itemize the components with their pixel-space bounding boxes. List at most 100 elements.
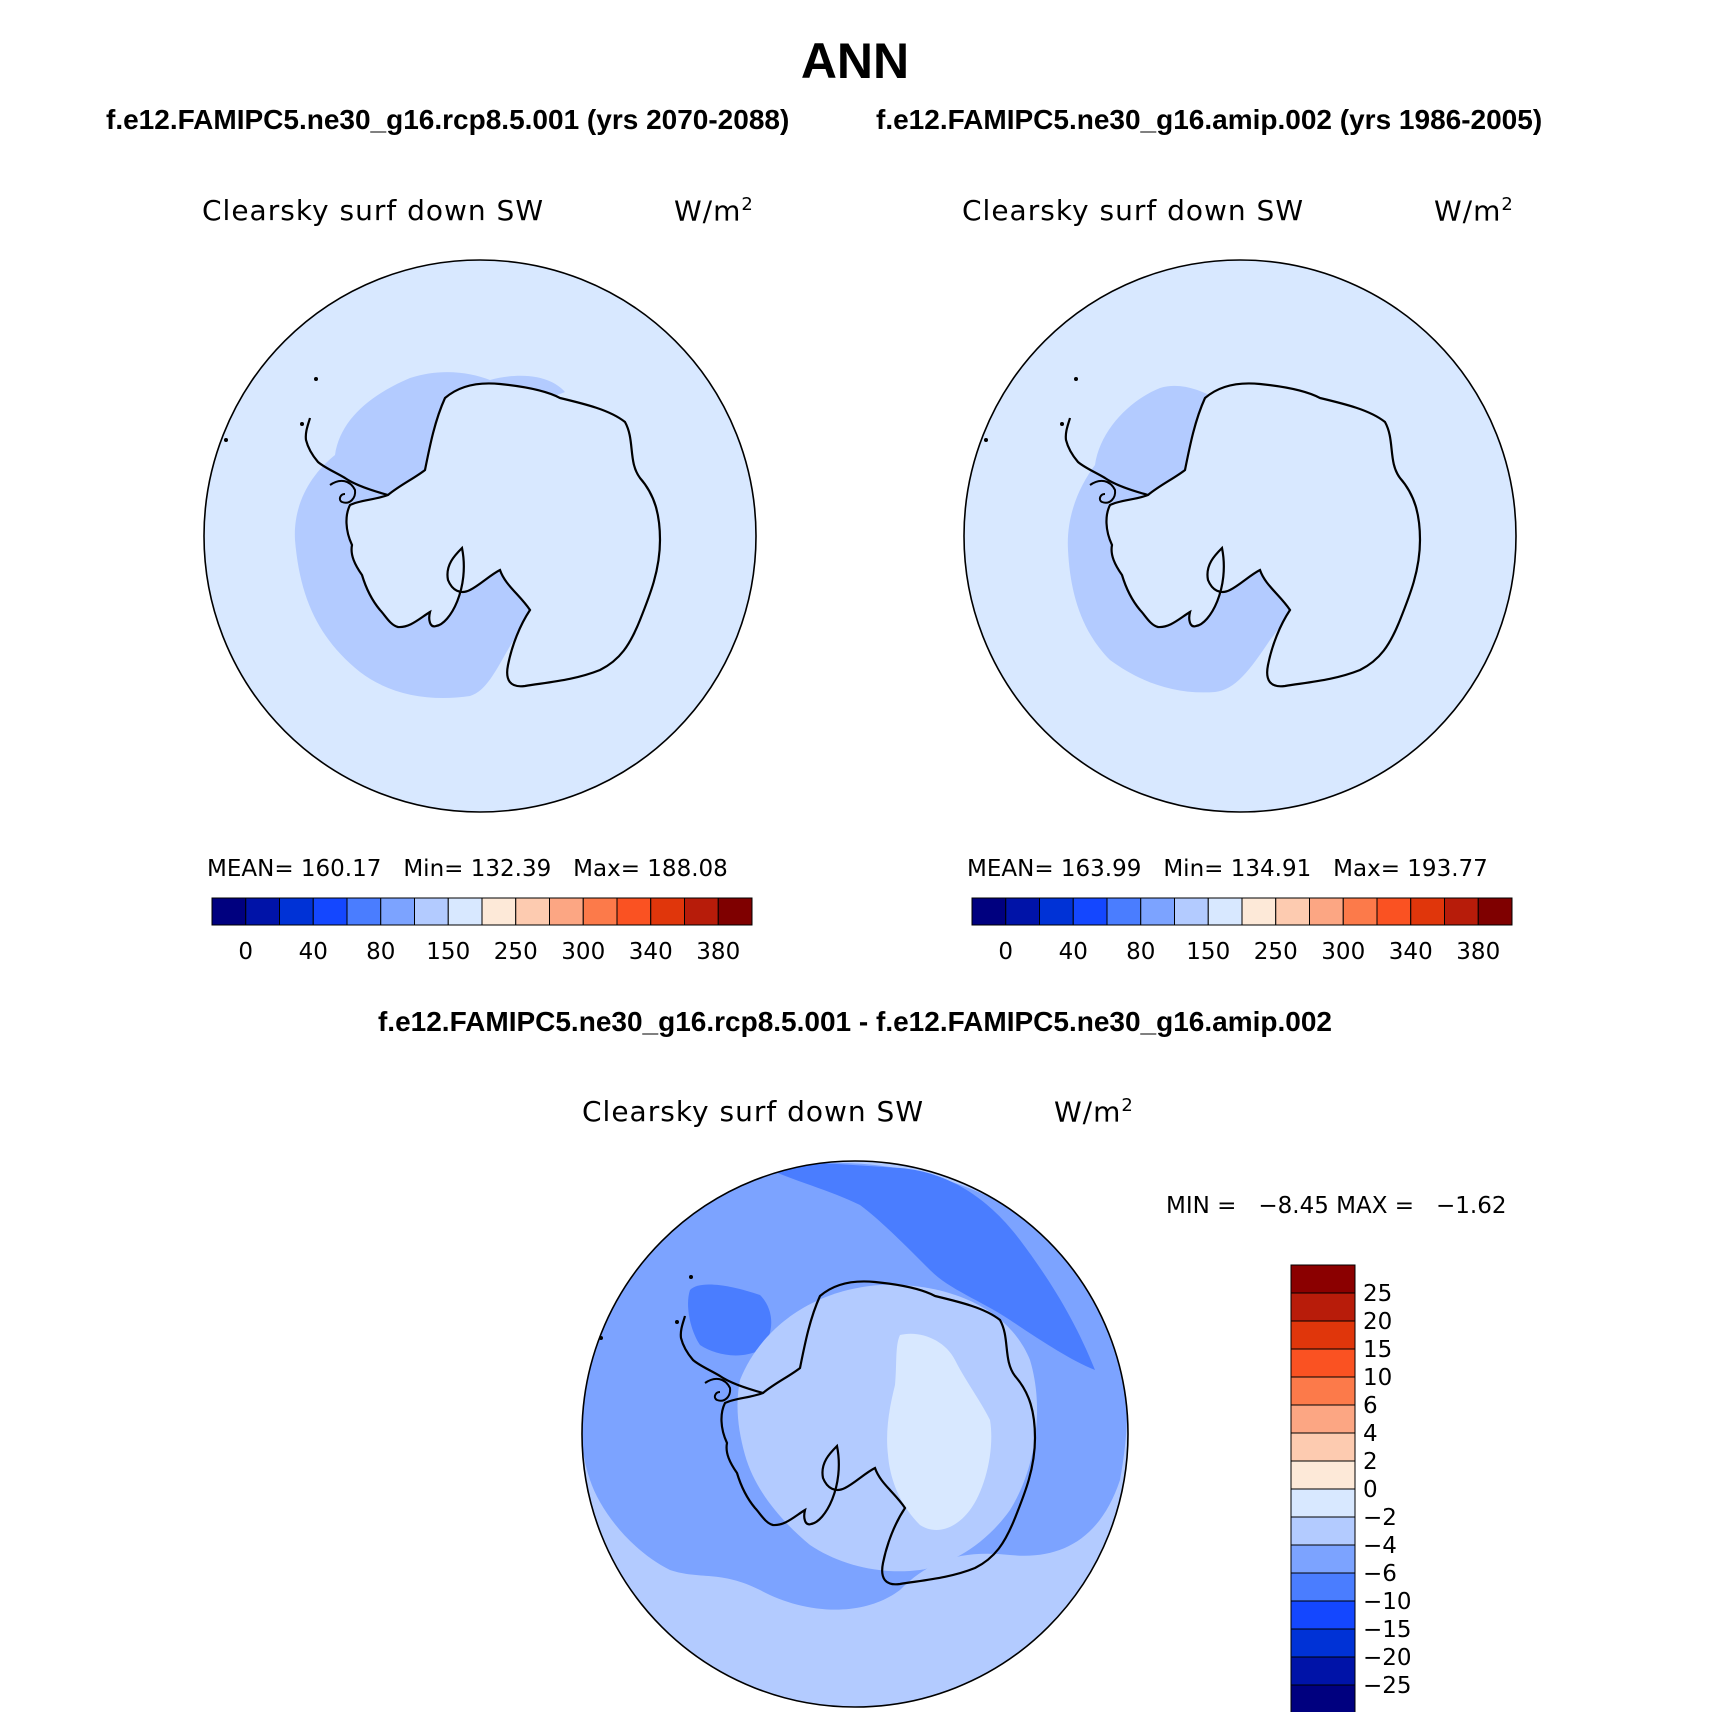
panel-2-ice-shelf [1089, 479, 1117, 504]
panel-1-colorbar-tick-label: 250 [494, 939, 538, 965]
panel-1-colorbar-tick-label: 380 [696, 939, 740, 965]
difference-map [581, 1160, 1129, 1708]
panel-1-colorbar-swatch [312, 897, 348, 926]
difference-ice-shelf [704, 1377, 732, 1402]
difference-stats: MIN = −8.45 MAX = −1.62 [1166, 1193, 1507, 1219]
difference-colorbar-tick-label: 20 [1363, 1309, 1392, 1335]
panel-1-colorbar-swatch [447, 897, 483, 926]
difference-colorbar-swatch [1290, 1628, 1356, 1658]
panel-2-colorbar-tick-label: 150 [1186, 939, 1230, 965]
panel-1-colorbar: 0 40 80 150 250 300 340 380 [211, 897, 753, 965]
difference-colorbar-swatch [1290, 1432, 1356, 1462]
panel-1-stats: MEAN= 160.17 Min= 132.39 Max= 188.08 [207, 856, 728, 882]
panel-1-colorbar-swatch [211, 897, 247, 926]
figure-title: ANN [800, 33, 910, 89]
panel-2-colorbar-swatch [1039, 897, 1074, 926]
panel-1-colorbar-swatch [582, 897, 618, 926]
difference-map-border [581, 1160, 1129, 1708]
difference-colorbar-tick-label: −15 [1363, 1617, 1412, 1643]
panel-2-colorbar-swatch [1005, 897, 1040, 926]
panel-2-colorbar-tick-label: 40 [1059, 939, 1088, 965]
difference-colorbar-swatch [1290, 1684, 1356, 1712]
panel-2-colorbar-swatch [1410, 897, 1445, 926]
panel-1-mean: 160.17 [300, 856, 382, 882]
difference-field-band-10-north [760, 1162, 1095, 1370]
difference-field-band-10-west [688, 1284, 772, 1356]
difference-colorbar-tick-label: −2 [1363, 1505, 1397, 1531]
panel-2-island [1060, 422, 1064, 426]
difference-units: W/m2 [1054, 1095, 1134, 1129]
panel-1-island [300, 422, 304, 426]
panel-1-case-label: f.e12.FAMIPC5.ne30_g16.rcp8.5.001 (yrs 2… [106, 104, 790, 135]
panel-1-island [314, 377, 318, 381]
difference-max: −1.62 [1436, 1193, 1507, 1219]
difference-colorbar-swatch [1290, 1404, 1356, 1434]
difference-island [675, 1320, 679, 1324]
panel-2-colorbar-swatch [1140, 897, 1175, 926]
difference-colorbar-tick-label: −25 [1363, 1673, 1412, 1699]
panel-2-colorbar-tick-label: 80 [1126, 939, 1155, 965]
panel-2-colorbar-swatch [1106, 897, 1142, 926]
panel-2-map [963, 259, 1517, 813]
difference-colorbar-swatch [1290, 1348, 1356, 1378]
panel-1-ice-shelf [329, 479, 357, 504]
panel-1-colorbar-swatch [279, 897, 314, 926]
difference-colorbar-swatch [1290, 1292, 1356, 1322]
panel-2-colorbar-swatch [1342, 897, 1378, 926]
panel-2-colorbar-tick-label: 250 [1254, 939, 1298, 965]
difference-colorbar-swatch [1290, 1600, 1356, 1630]
panel-1-colorbar-swatch [481, 897, 517, 926]
difference-colorbar-tick-label: 2 [1363, 1449, 1378, 1475]
panel-1-antarctica-coast [345, 382, 662, 688]
difference-colorbar-tick-label: 25 [1363, 1281, 1392, 1307]
panel-1-map-border [203, 259, 757, 813]
difference-colorbar-swatch [1290, 1460, 1356, 1490]
panel-1-colorbar-tick-label: 40 [299, 939, 328, 965]
panel-1-colorbar-swatch [616, 897, 652, 926]
difference-colorbar-tick-label: −4 [1363, 1533, 1397, 1559]
difference-antarctica-coast [720, 1280, 1037, 1586]
difference-island [689, 1275, 693, 1279]
difference-colorbar-tick-label: −6 [1363, 1561, 1397, 1587]
panel-1-map [203, 259, 757, 813]
difference-colorbar-swatch [1290, 1376, 1356, 1406]
difference-title: f.e12.FAMIPC5.ne30_g16.rcp8.5.001 - f.e1… [377, 1006, 1333, 1037]
panel-1-peninsula [304, 417, 389, 497]
panel-2-colorbar-swatch [1207, 897, 1243, 926]
panel-1-island [224, 438, 228, 442]
panel-2-island [984, 438, 988, 442]
panel-2-colorbar-swatch [1376, 897, 1412, 926]
panel-1-colorbar-swatch [684, 897, 719, 926]
panel-2-colorbar-swatch [1241, 897, 1277, 926]
panel-1-colorbar-swatch [245, 897, 280, 926]
panel-2-peninsula [1064, 417, 1149, 497]
difference-field-band-0-core [887, 1333, 992, 1530]
panel-2-antarctica-coast [1105, 382, 1422, 688]
panel-1-colorbar-swatch [414, 897, 449, 926]
panel-1-colorbar-tick-label: 300 [561, 939, 605, 965]
panel-2-colorbar-tick-label: 300 [1321, 939, 1365, 965]
difference-peninsula [679, 1315, 764, 1395]
panel-1-colorbar-swatch [650, 897, 685, 926]
panel-2-colorbar: 0 40 80 150 250 300 340 380 [971, 897, 1513, 965]
panel-2-colorbar-swatch [971, 897, 1007, 926]
panel-2-max: 193.77 [1407, 856, 1488, 882]
panel-1-colorbar-tick-label: 340 [629, 939, 673, 965]
panel-1-colorbar-swatch [515, 897, 550, 926]
panel-2-colorbar-tick-label: 0 [998, 939, 1013, 965]
difference-colorbar-swatch [1290, 1544, 1356, 1574]
panel-2-variable: Clearsky surf down SW [962, 194, 1305, 227]
difference-colorbar-tick-label: −20 [1363, 1645, 1412, 1671]
difference-colorbar-swatch [1290, 1488, 1356, 1518]
difference-colorbar-tick-label: 15 [1363, 1337, 1392, 1363]
panel-1-colorbar-swatch [549, 897, 584, 926]
panel-2-colorbar-swatch [1444, 897, 1479, 926]
panel-1-colorbar-swatch [380, 897, 415, 926]
difference-variable: Clearsky surf down SW [582, 1095, 925, 1128]
panel-2-colorbar-swatch [1072, 897, 1108, 926]
panel-1-units: W/m2 [674, 194, 754, 228]
panel-2-units: W/m2 [1434, 194, 1514, 228]
difference-colorbar-tick-label: 4 [1363, 1421, 1378, 1447]
